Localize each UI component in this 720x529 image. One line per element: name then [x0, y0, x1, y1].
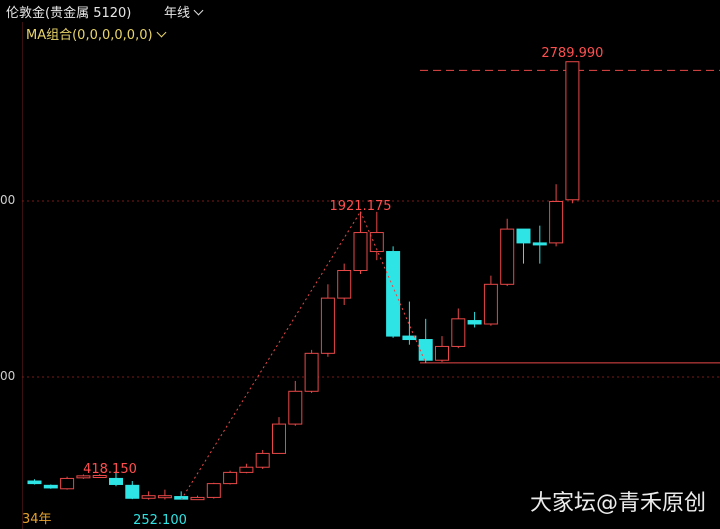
candle-body	[565, 61, 580, 201]
candle-body	[223, 471, 238, 485]
candle-body	[353, 232, 368, 272]
period-label: 年线	[164, 6, 191, 21]
candle-body	[467, 320, 482, 325]
candle-body	[255, 452, 270, 468]
candle-body	[272, 423, 286, 454]
candle-body	[369, 232, 384, 253]
candle-body	[451, 318, 466, 347]
chart-header: 伦敦金(贵金属 5120) 年线	[0, 0, 720, 22]
period-selector[interactable]: 年线	[164, 2, 204, 21]
candle-body	[483, 283, 498, 325]
candle-body	[337, 270, 352, 299]
candle-body	[386, 251, 401, 337]
candle-body	[125, 484, 140, 499]
ma-label: MA组合(0,0,0,0,0,0)	[26, 28, 153, 43]
watermark: 大家坛@青禾原创	[529, 491, 706, 516]
candle-body	[418, 339, 433, 361]
candle-body	[288, 390, 303, 425]
y-axis-line	[22, 22, 23, 529]
candle-body	[516, 228, 531, 244]
candle-body	[435, 345, 449, 361]
candle-body	[402, 335, 417, 341]
y-tick-label: 00	[0, 369, 16, 383]
x-tick-label: 34年	[22, 512, 52, 527]
candle-body	[27, 480, 42, 485]
candle-body	[532, 242, 547, 246]
low-label: 252.100	[133, 513, 187, 528]
candle-body	[206, 483, 221, 498]
candle-body	[43, 484, 58, 489]
candle-body	[304, 352, 319, 392]
candle-body	[190, 496, 205, 501]
y-tick-label: 00	[0, 193, 16, 207]
candle-body	[239, 466, 254, 473]
candle-body	[109, 477, 123, 485]
candle-body	[92, 474, 107, 478]
candle-body	[549, 200, 564, 244]
candle-body	[76, 475, 91, 479]
candle-body	[60, 477, 75, 490]
trend-line	[180, 211, 361, 500]
candle-body	[500, 228, 515, 285]
ma-indicator-selector[interactable]: MA组合(0,0,0,0,0,0)	[26, 24, 166, 43]
candle-body	[320, 297, 335, 354]
high-label: 1921.175	[329, 199, 391, 214]
low-label: 418.150	[83, 462, 137, 477]
candle-body	[141, 495, 156, 499]
high-label: 2789.990	[541, 46, 603, 61]
candle-body	[157, 495, 172, 499]
instrument-title: 伦敦金(贵金属 5120)	[6, 6, 132, 21]
